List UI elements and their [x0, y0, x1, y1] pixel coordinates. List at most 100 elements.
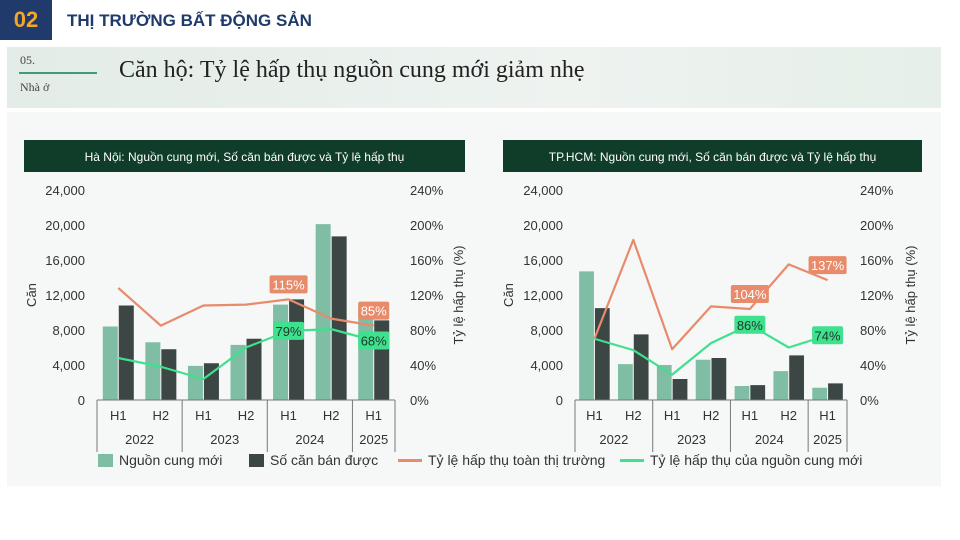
chart2-bar-sold — [594, 308, 610, 400]
chart1-year-label: 2024 — [295, 432, 324, 447]
chart2-bar-sold — [633, 334, 649, 400]
legend-label-market-rate: Tỷ lệ hấp thụ toàn thị trường — [428, 452, 606, 468]
chart1-data-label-bg — [358, 301, 390, 320]
chart2-year-label: 2023 — [677, 432, 706, 447]
chart1-data-label: 79% — [276, 324, 302, 339]
chart2-y-axis-title: Căn — [501, 283, 516, 307]
chart2-bar-sold — [828, 383, 843, 400]
chart1-bar-sold — [118, 305, 134, 400]
chart2-data-label-bg — [808, 256, 847, 275]
chart2-x-tick-label: H2 — [625, 408, 642, 423]
chart1-title-bar — [24, 140, 465, 172]
chart2-data-label: 74% — [815, 328, 841, 343]
chart1-title: Hà Nội: Nguồn cung mới, Số căn bán được … — [85, 150, 405, 164]
chart1-y-axis-title: Căn — [24, 283, 39, 307]
chart1-bar-sold — [203, 363, 219, 400]
chart2-line-market-rate — [593, 238, 828, 351]
legend-item-supply: Nguồn cung mới — [98, 452, 222, 468]
chart1-y-tick-label: 0 — [78, 393, 85, 408]
chart1-year-label: 2025 — [359, 432, 388, 447]
chart2-year-label: 2025 — [813, 432, 842, 447]
chart1-data-label-bg — [269, 275, 308, 294]
chart1-year-label: 2023 — [210, 432, 239, 447]
chart2-data-label-bg — [812, 326, 844, 345]
chart2-y2-tick-label: 200% — [860, 218, 894, 233]
chart2-bar-supply — [656, 365, 672, 400]
chart1-bar-sold — [161, 349, 177, 400]
chart1-data-label-bg — [273, 321, 305, 340]
chart1-bar-supply — [187, 365, 203, 400]
chart2-y2-tick-label: 80% — [860, 323, 886, 338]
legend-item-market-rate: Tỷ lệ hấp thụ toàn thị trường — [398, 452, 605, 468]
chart2-data-label-bg — [734, 315, 766, 334]
chart1-data-label: 85% — [361, 304, 387, 319]
chart1-y2-tick-label: 40% — [410, 358, 436, 373]
chart1-y2-tick-label: 200% — [410, 218, 444, 233]
chart1-x-tick-label: H1 — [365, 408, 382, 423]
slide-banner: 05. Nhà ở Căn hộ: Tỷ lệ hấp thụ nguồn cu… — [7, 47, 941, 108]
slide-title: Căn hộ: Tỷ lệ hấp thụ nguồn cung mới giả… — [119, 57, 585, 83]
chart2-y2-tick-label: 160% — [860, 253, 894, 268]
section-title: THỊ TRƯỜNG BẤT ĐỘNG SẢN — [67, 11, 312, 30]
chart2-data-label-bg — [730, 285, 769, 303]
chart2-x-tick-label: H2 — [780, 408, 797, 423]
chart2-y2-tick-label: 40% — [860, 358, 886, 373]
chart1-y-tick-label: 4,000 — [52, 358, 85, 373]
chart1-y2-tick-label: 0% — [410, 393, 429, 408]
chart1-bar-sold — [331, 236, 347, 400]
chart1-data-label-bg — [358, 331, 390, 350]
legend-item-new-rate: Tỷ lệ hấp thụ của nguồn cung mới — [620, 452, 862, 468]
chart2-x-tick-label: H1 — [664, 408, 681, 423]
chart2-y2-tick-label: 0% — [860, 393, 879, 408]
chart1-bar-supply — [230, 344, 246, 400]
chart1-line-market-rate — [117, 287, 374, 327]
chart1-y2-tick-label: 160% — [410, 253, 444, 268]
chart1-year-label: 2022 — [125, 432, 154, 447]
legend-label-new-rate: Tỷ lệ hấp thụ của nguồn cung mới — [650, 452, 863, 468]
chart1-x-tick-label: H2 — [153, 408, 170, 423]
banner-number: 05. — [20, 53, 35, 67]
charts-panel — [7, 112, 941, 486]
chart2-year-label: 2022 — [599, 432, 628, 447]
chart2-title-bar — [503, 140, 922, 172]
chart1-line-new-rate — [118, 328, 374, 381]
legend: Nguồn cung mới Số căn bán được Tỷ lệ hấp… — [0, 452, 960, 482]
chart1-bar-sold — [289, 299, 305, 400]
chart1-x-tick-label: H2 — [238, 408, 255, 423]
chart2-data-label: 137% — [811, 258, 845, 273]
banner-divider — [19, 72, 97, 74]
chart1-x-tick-label: H1 — [195, 408, 212, 423]
chart1-y2-tick-label: 80% — [410, 323, 436, 338]
chart1-y-tick-label: 24,000 — [45, 183, 85, 198]
chart1-y-tick-label: 20,000 — [45, 218, 85, 233]
chart1-y2-tick-label: 120% — [410, 288, 444, 303]
chart2-y-tick-label: 0 — [556, 393, 563, 408]
chart2-bar-sold — [672, 379, 688, 400]
chart2-line-new-rate — [594, 323, 828, 376]
chart2-y2-tick-label: 240% — [860, 183, 894, 198]
chart1-bar-supply — [102, 326, 118, 400]
chart2-bar-sold — [750, 385, 766, 400]
legend-swatch-supply — [98, 453, 113, 467]
chart1-y2-tick-label: 240% — [410, 183, 444, 198]
chart2-bar-sold — [789, 355, 804, 400]
chart2-bar-sold — [711, 358, 727, 400]
chart2-y-tick-label: 24,000 — [523, 183, 563, 198]
chart2-data-label: 86% — [737, 318, 763, 333]
chart2-year-label: 2024 — [755, 432, 784, 447]
chart2-y-tick-label: 8,000 — [530, 323, 563, 338]
chart2-y2-tick-label: 120% — [860, 288, 894, 303]
chart1-x-tick-label: H2 — [323, 408, 340, 423]
legend-item-sold: Số căn bán được — [249, 452, 378, 468]
chart2-y-tick-label: 12,000 — [523, 288, 563, 303]
chart2-x-tick-label: H2 — [703, 408, 720, 423]
chart2-bar-supply — [773, 371, 789, 400]
chart2-x-tick-label: H1 — [586, 408, 603, 423]
legend-label-supply: Nguồn cung mới — [119, 452, 223, 468]
legend-swatch-sold — [249, 453, 264, 467]
chart1-y2-axis-title: Tỷ lệ hấp thụ (%) — [451, 246, 466, 345]
section-number: 02 — [0, 0, 52, 40]
chart1-data-label: 68% — [361, 334, 387, 349]
chart1-y-tick-label: 12,000 — [45, 288, 85, 303]
chart2-bar-supply — [618, 364, 633, 400]
